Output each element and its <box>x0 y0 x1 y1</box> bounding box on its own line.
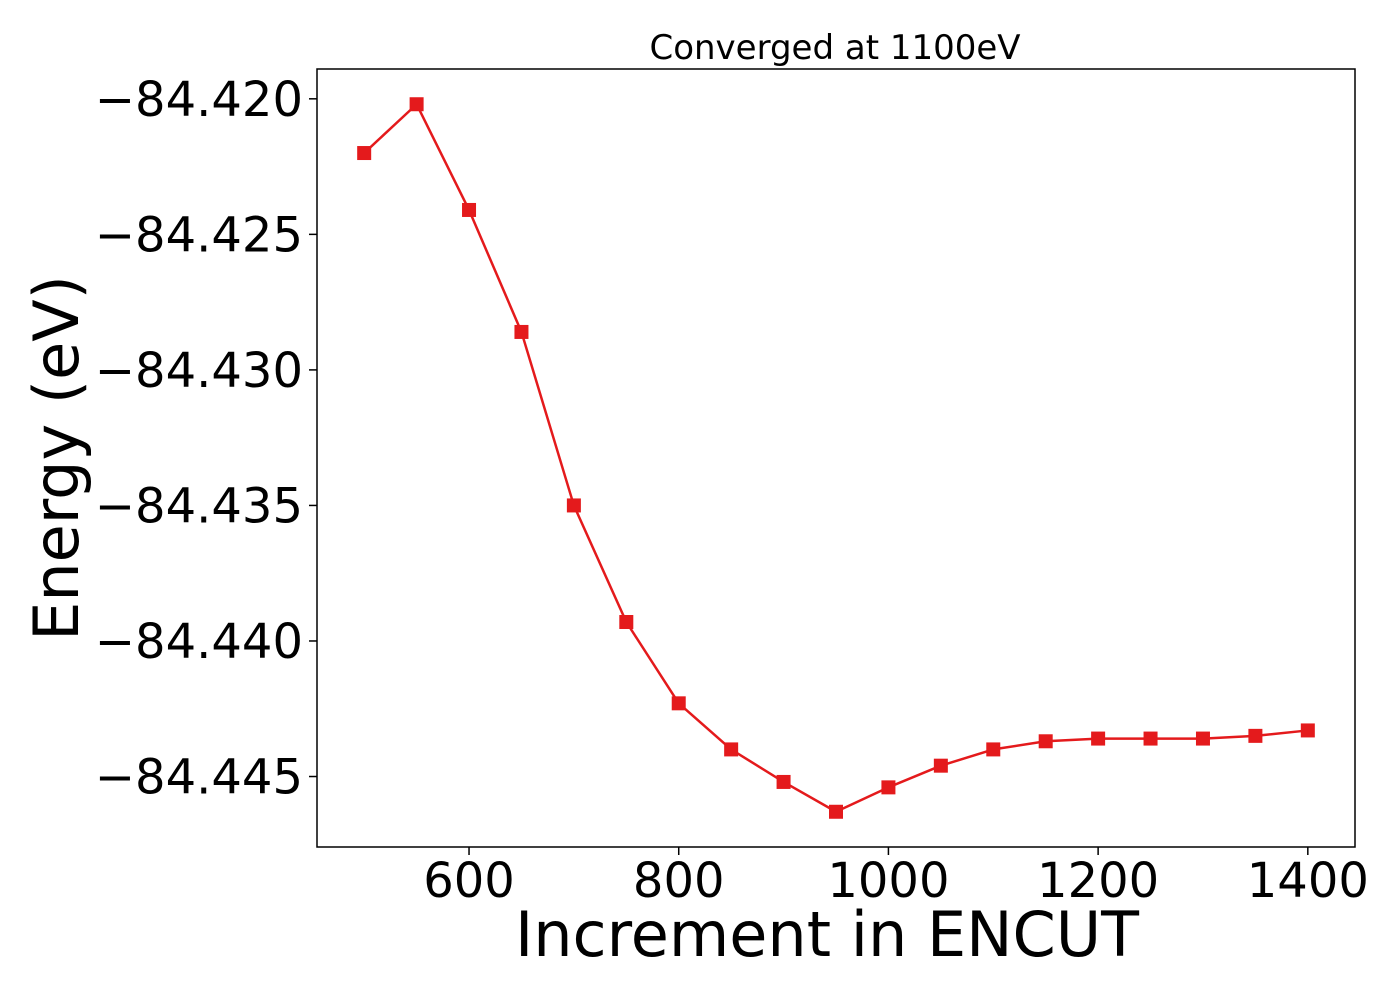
y-axis-ticks: −84.420 −84.425 −84.430 −84.435 −84.440 −84.4… <box>95 72 317 806</box>
data-point-marker <box>1091 731 1106 746</box>
data-point-marker <box>619 615 634 630</box>
data-point-marker <box>933 758 948 773</box>
plot-frame <box>316 68 1356 848</box>
x-tick-label: 600 <box>423 853 515 909</box>
data-point-marker <box>1300 723 1315 738</box>
y-tick-label: −84.420 <box>95 72 303 128</box>
data-point-marker <box>1248 728 1263 743</box>
data-point-marker <box>1195 731 1210 746</box>
y-tick-label: −84.435 <box>95 478 303 534</box>
data-point-marker <box>986 742 1001 757</box>
data-point-marker <box>462 202 477 217</box>
data-point-marker <box>776 774 791 789</box>
series-layer <box>357 97 1315 819</box>
chart-title: Converged at 1100eV <box>649 28 1020 68</box>
y-tick-label: −84.445 <box>95 750 303 806</box>
y-axis-label: Energy (eV) <box>20 275 93 641</box>
y-tick-label: −84.430 <box>95 343 303 399</box>
data-point-marker <box>566 498 581 513</box>
data-point-marker <box>829 804 843 819</box>
data-point-marker <box>409 97 424 112</box>
data-point-marker <box>357 146 372 161</box>
data-point-marker <box>1038 734 1053 749</box>
data-point-marker <box>724 742 739 757</box>
plot-area <box>316 68 1356 848</box>
data-point-marker <box>1143 731 1158 746</box>
y-tick-label: −84.440 <box>95 614 303 670</box>
x-tick-label: 1000 <box>827 853 949 909</box>
x-tick-label: 1400 <box>1247 853 1369 909</box>
y-tick-label: −84.425 <box>95 207 303 263</box>
data-point-marker <box>671 696 686 711</box>
data-point-marker <box>881 780 896 795</box>
x-axis-ticks: 600 800 1000 1200 1400 <box>423 847 1369 909</box>
x-tick-label: 800 <box>633 853 725 909</box>
data-point-marker <box>514 324 529 339</box>
x-axis-label: Increment in ENCUT <box>515 898 1140 971</box>
x-tick-label: 1200 <box>1037 853 1159 909</box>
